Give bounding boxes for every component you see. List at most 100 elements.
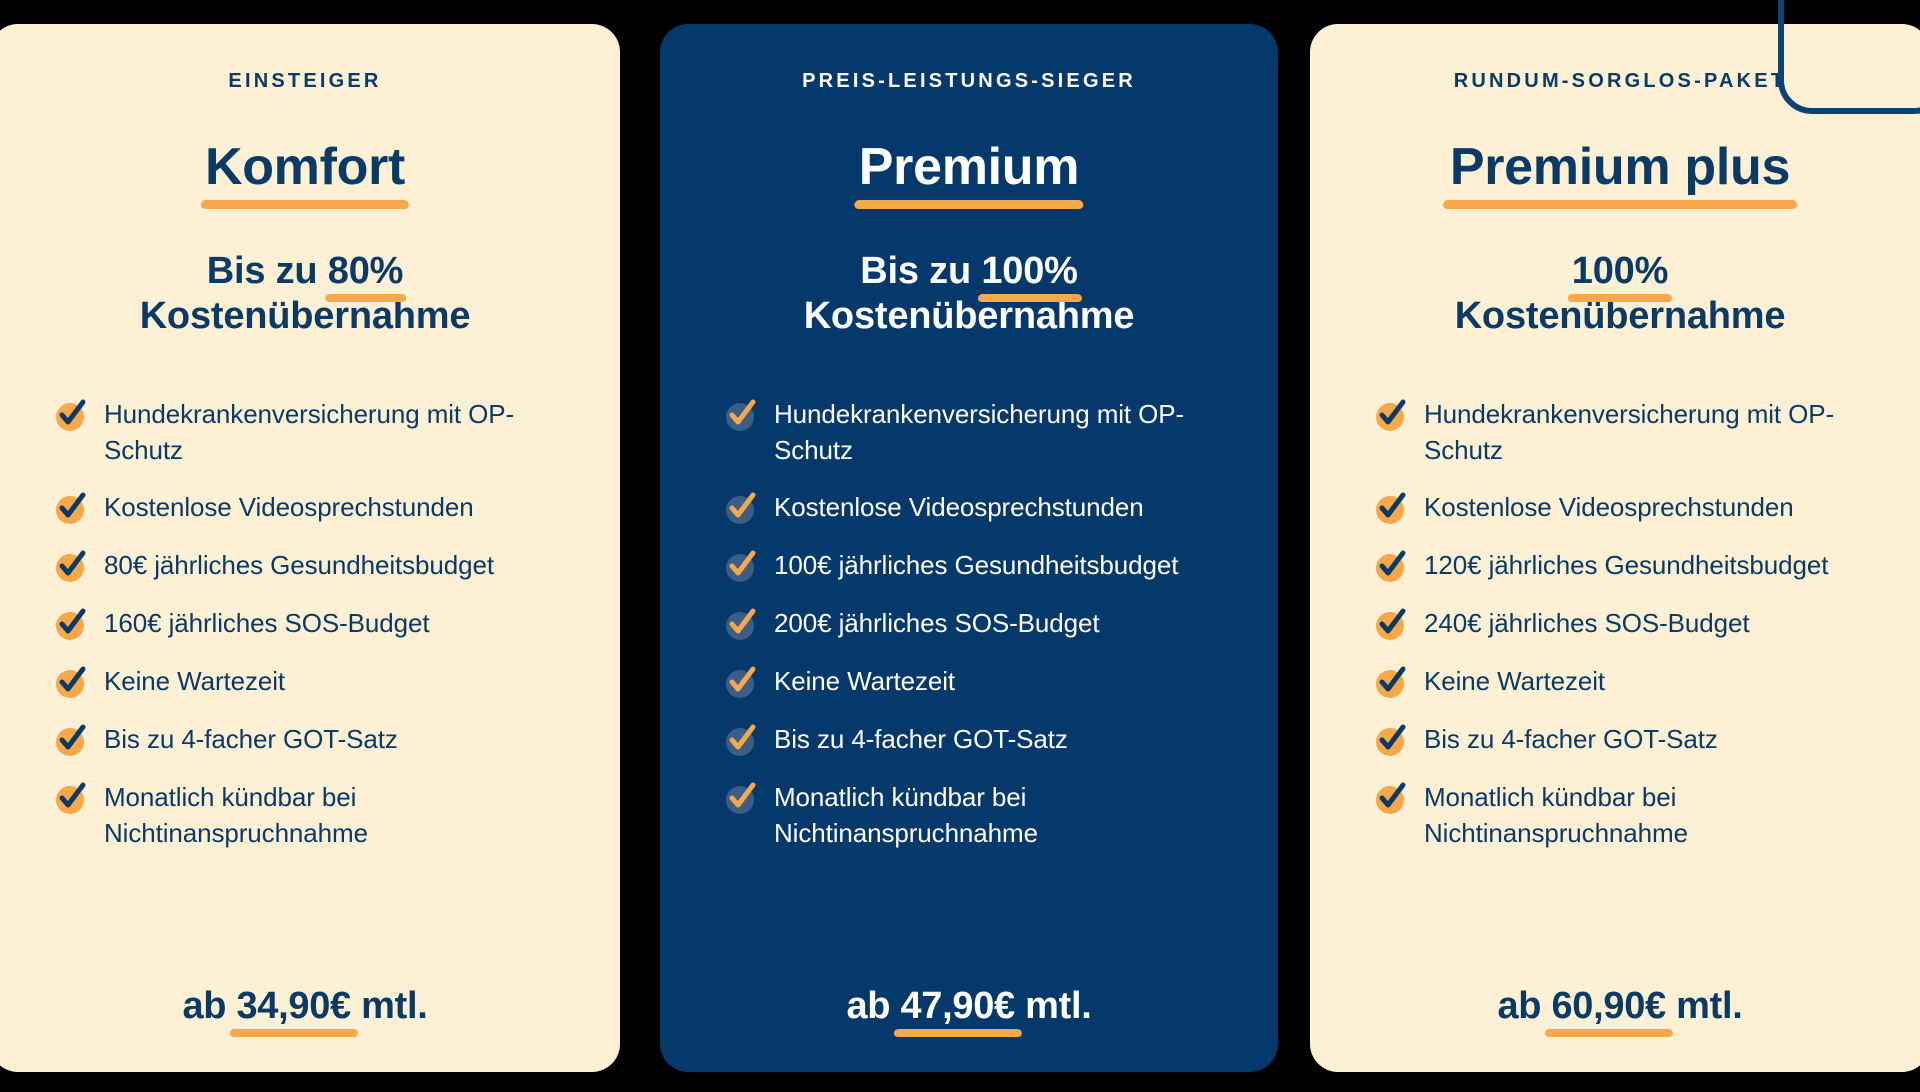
price-value-wrapper: 47,90€ xyxy=(893,985,1022,1037)
feature-item: Monatlich kündbar bei Nichtinanspruchnah… xyxy=(724,780,1238,852)
feature-item: Bis zu 4-facher GOT-Satz xyxy=(724,722,1238,758)
feature-label: 200€ jährliches SOS-Budget xyxy=(774,608,1100,639)
price-value: 60,90€ xyxy=(1551,985,1666,1027)
feature-label: Kostenlose Videosprechstunden xyxy=(1424,492,1794,523)
price-underline xyxy=(893,1029,1022,1037)
price-prefix: ab xyxy=(846,985,901,1027)
check-icon xyxy=(1374,398,1408,432)
check-icon xyxy=(54,607,88,641)
feature-label: Bis zu 4-facher GOT-Satz xyxy=(1424,723,1718,754)
feature-item: Hundekrankenversicherung mit OP-Schutz xyxy=(1374,397,1890,469)
check-icon xyxy=(54,723,88,757)
feature-label: Keine Wartezeit xyxy=(104,666,286,697)
check-icon xyxy=(724,723,758,757)
check-icon xyxy=(54,398,88,432)
coverage-suffix: Kostenübernahme xyxy=(139,294,471,337)
check-icon xyxy=(1374,781,1408,815)
coverage-headline: Bis zu 80% Kostenübernahme xyxy=(140,249,471,339)
feature-label: 100€ jährliches Gesundheitsbudget xyxy=(774,550,1179,581)
price-prefix: ab xyxy=(182,985,237,1027)
price: ab 60,90€ mtl. xyxy=(1497,985,1743,1037)
check-icon xyxy=(1374,607,1408,641)
price-value: 34,90€ xyxy=(236,985,351,1027)
coverage-suffix: Kostenübernahme xyxy=(803,294,1135,337)
plan-name: Komfort xyxy=(204,138,406,196)
feature-label: Kostenlose Videosprechstunden xyxy=(104,492,474,523)
feature-item: Kostenlose Videosprechstunden xyxy=(54,490,580,526)
feature-label: Monatlich kündbar bei Nichtinanspruchnah… xyxy=(104,781,368,848)
check-icon xyxy=(54,781,88,815)
price-value: 47,90€ xyxy=(900,985,1015,1027)
pricing-card-komfort[interactable]: EINSTEIGER Komfort Bis zu 80% Kostenüber… xyxy=(0,24,620,1072)
plan-name-wrapper: Premium xyxy=(854,141,1084,209)
feature-item: Keine Wartezeit xyxy=(1374,664,1890,700)
feature-label: Hundekrankenversicherung mit OP-Schutz xyxy=(104,398,515,465)
card-eyebrow: EINSTEIGER xyxy=(228,70,382,92)
feature-item: 160€ jährliches SOS-Budget xyxy=(54,606,580,642)
feature-label: Keine Wartezeit xyxy=(774,666,956,697)
plan-name-wrapper: Premium plus xyxy=(1443,138,1797,209)
coverage-prefix: Bis zu xyxy=(206,250,328,292)
check-icon xyxy=(724,398,758,432)
price-suffix: mtl. xyxy=(350,985,428,1027)
feature-item: Keine Wartezeit xyxy=(724,664,1238,700)
coverage-underline xyxy=(1567,293,1673,302)
plan-name: Premium plus xyxy=(1449,138,1791,196)
card-eyebrow: PREIS-LEISTUNGS-SIEGER xyxy=(802,70,1136,92)
check-icon xyxy=(724,549,758,583)
pricing-card-premium[interactable]: PREIS-LEISTUNGS-SIEGER Premium Bis zu 10… xyxy=(660,24,1278,1072)
coverage-value-wrapper: 100% xyxy=(1567,249,1673,302)
feature-label: 120€ jährliches Gesundheitsbudget xyxy=(1424,550,1829,581)
price-value-wrapper: 34,90€ xyxy=(229,985,358,1037)
price-underline xyxy=(1544,1029,1673,1037)
feature-label: Hundekrankenversicherung mit OP-Schutz xyxy=(1424,398,1835,465)
coverage-value-wrapper: 80% xyxy=(324,249,407,302)
coverage-prefix: Bis zu xyxy=(860,250,982,292)
feature-item: Bis zu 4-facher GOT-Satz xyxy=(1374,722,1890,758)
coverage-headline: 100% Kostenübernahme xyxy=(1455,249,1786,339)
coverage-underline xyxy=(324,293,407,302)
check-icon xyxy=(1374,723,1408,757)
price-wrapper: ab 47,90€ mtl. xyxy=(846,985,1092,1037)
price: ab 34,90€ mtl. xyxy=(182,985,428,1037)
feature-item: Kostenlose Videosprechstunden xyxy=(724,490,1238,526)
feature-label: 240€ jährliches SOS-Budget xyxy=(1424,608,1750,639)
feature-item: Monatlich kündbar bei Nichtinanspruchnah… xyxy=(1374,780,1890,852)
feature-label: Kostenlose Videosprechstunden xyxy=(774,492,1144,523)
price-underline xyxy=(229,1029,358,1037)
check-icon xyxy=(724,607,758,641)
price-suffix: mtl. xyxy=(1014,985,1092,1027)
feature-list: Hundekrankenversicherung mit OP-Schutz K… xyxy=(1344,397,1896,985)
pricing-card-premium-plus[interactable]: RUNDUM-SORGLOS-PAKET Premium plus 100% K… xyxy=(1310,24,1920,1072)
feature-list: Hundekrankenversicherung mit OP-Schutz K… xyxy=(694,397,1244,985)
check-icon xyxy=(54,665,88,699)
coverage-underline xyxy=(977,293,1082,302)
feature-item: Kostenlose Videosprechstunden xyxy=(1374,490,1890,526)
check-icon xyxy=(1374,549,1408,583)
feature-label: Monatlich kündbar bei Nichtinanspruchnah… xyxy=(774,781,1038,848)
check-icon xyxy=(1374,491,1408,525)
check-icon xyxy=(54,549,88,583)
feature-item: Keine Wartezeit xyxy=(54,664,580,700)
feature-item: Hundekrankenversicherung mit OP-Schutz xyxy=(724,397,1238,469)
feature-item: Monatlich kündbar bei Nichtinanspruchnah… xyxy=(54,780,580,852)
feature-item: 120€ jährliches Gesundheitsbudget xyxy=(1374,548,1890,584)
coverage-value: 100% xyxy=(1571,250,1669,292)
check-icon xyxy=(724,491,758,525)
check-icon xyxy=(724,665,758,699)
coverage-value-wrapper: 100% xyxy=(977,249,1082,302)
feature-label: Monatlich kündbar bei Nichtinanspruchnah… xyxy=(1424,781,1688,848)
plan-name-wrapper: Komfort xyxy=(200,138,410,209)
coverage-headline: Bis zu 100% Kostenübernahme xyxy=(804,249,1135,339)
price-value-wrapper: 60,90€ xyxy=(1544,985,1673,1037)
feature-item: Bis zu 4-facher GOT-Satz xyxy=(54,722,580,758)
check-icon xyxy=(724,781,758,815)
price-suffix: mtl. xyxy=(1665,985,1743,1027)
check-icon xyxy=(1374,665,1408,699)
card-eyebrow: RUNDUM-SORGLOS-PAKET xyxy=(1453,70,1787,92)
plan-name-underline xyxy=(1443,200,1797,209)
plan-name-underline xyxy=(854,200,1084,209)
check-icon xyxy=(54,491,88,525)
feature-item: 80€ jährliches Gesundheitsbudget xyxy=(54,548,580,584)
